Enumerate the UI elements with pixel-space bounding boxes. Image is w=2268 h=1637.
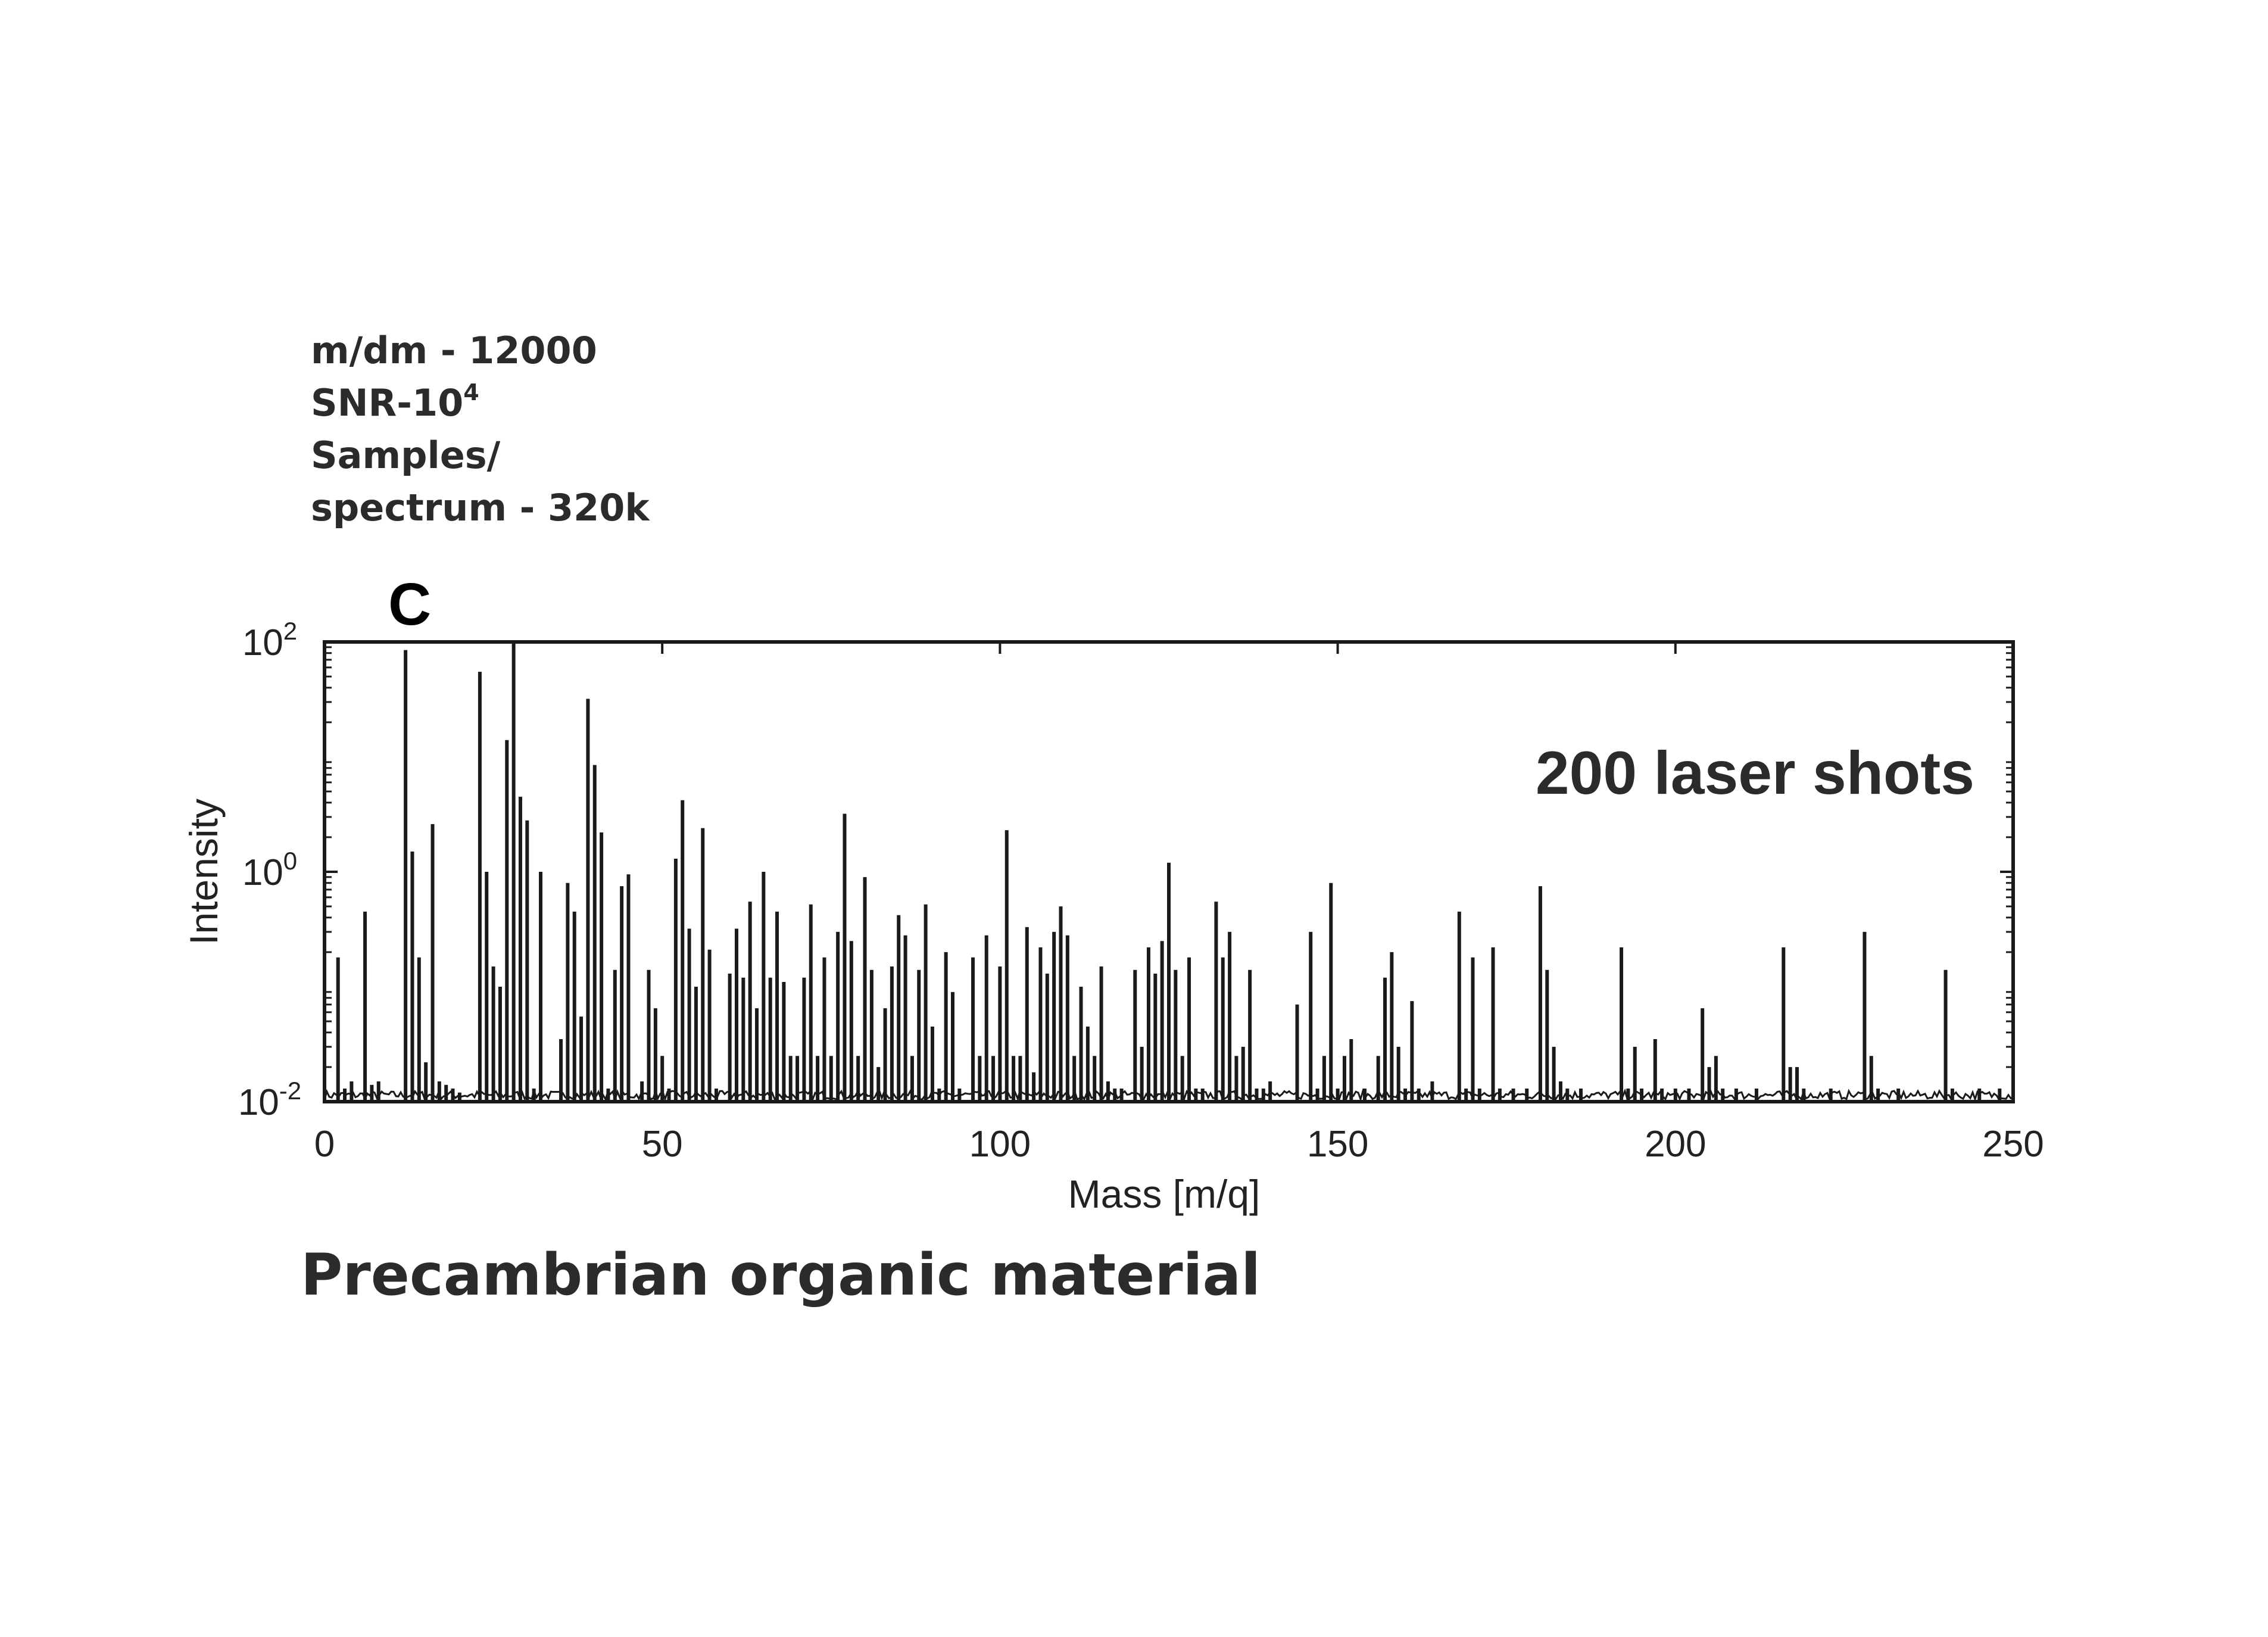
spectrum-peaks xyxy=(336,642,2002,1102)
samples-spec-line1: Samples/ xyxy=(311,434,501,477)
resolution-spec: m/dm - 12000 xyxy=(311,329,597,372)
x-tick-label-0: 0 xyxy=(314,1124,335,1165)
y-tick-label: 100 xyxy=(242,847,297,893)
y-tick-label: 10-2 xyxy=(238,1077,301,1123)
x-axis-title: Mass [m/q] xyxy=(1068,1172,1261,1216)
figure-caption: Precambrian organic material xyxy=(301,1242,1261,1308)
x-tick-label-150: 150 xyxy=(1307,1124,1368,1165)
y-axis-ticks: 10-2 100 102 xyxy=(238,617,2013,1123)
snr-spec-exponent: 4 xyxy=(463,379,479,406)
x-axis-ticks: 0 50 100 150 200 250 xyxy=(314,642,2044,1165)
samples-spec-line2: spectrum - 320k xyxy=(311,486,650,529)
y-tick-label: 102 xyxy=(242,617,297,663)
snr-spec: SNR-104 xyxy=(311,377,650,429)
snr-spec-base: SNR-10 xyxy=(311,381,464,425)
instrument-specs: m/dm - 12000 SNR-104 Samples/ spectrum -… xyxy=(311,325,650,534)
laser-shots-annotation: 200 laser shots xyxy=(1535,739,1974,807)
panel-label: C xyxy=(388,571,432,638)
x-tick-label-50: 50 xyxy=(642,1124,683,1165)
y-axis-title: Intensity xyxy=(182,799,226,945)
x-tick-label-250: 250 xyxy=(1982,1124,2044,1165)
x-tick-label-100: 100 xyxy=(969,1124,1031,1165)
baseline-noise xyxy=(323,1088,2014,1102)
x-tick-label-200: 200 xyxy=(1645,1124,1706,1165)
